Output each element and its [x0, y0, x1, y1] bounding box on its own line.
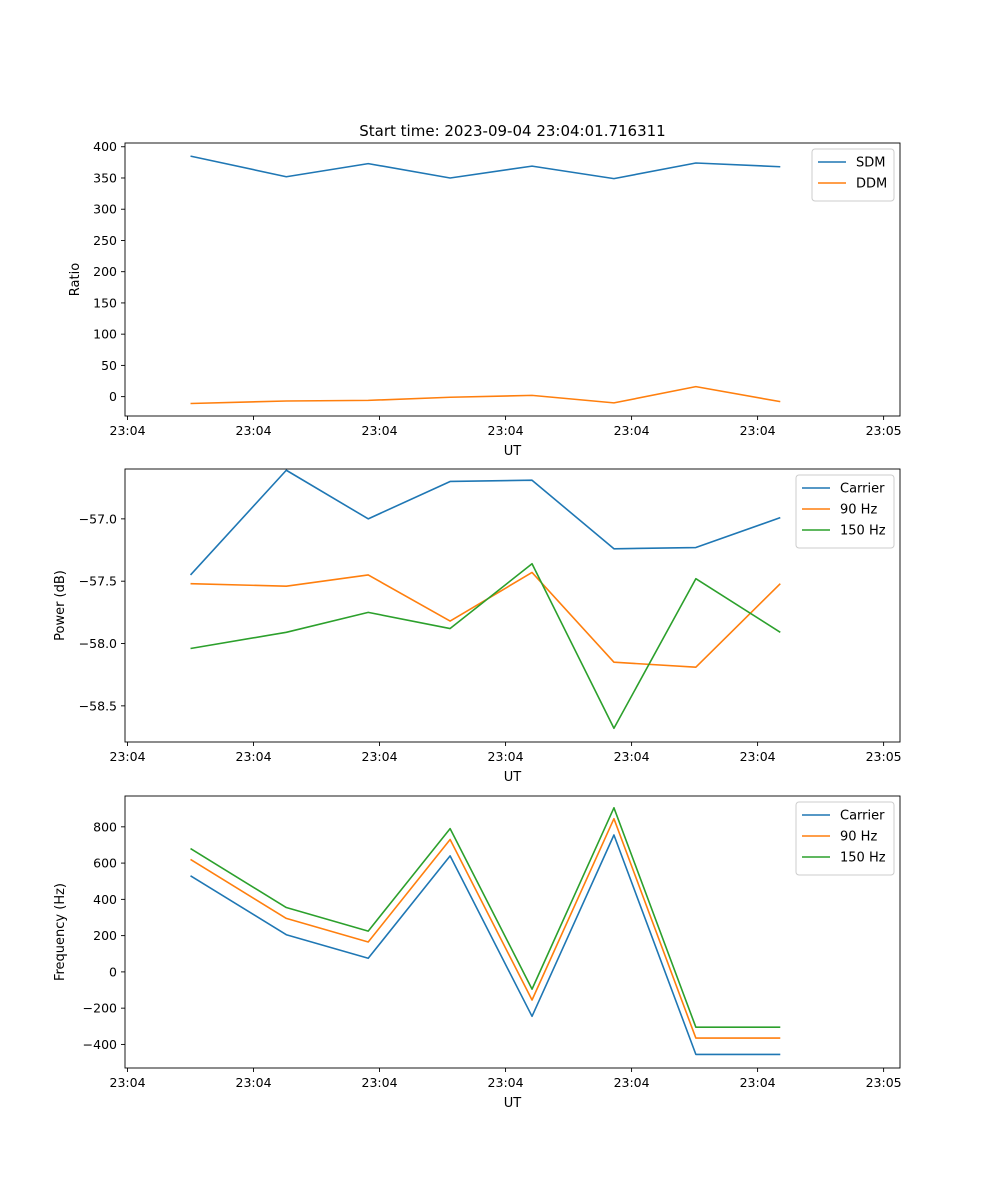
x-tick-label: 23:04 [110, 423, 146, 438]
x-tick-label: 23:04 [362, 749, 398, 764]
legend-label: 150 Hz [840, 851, 886, 866]
legend-label: SDM [856, 156, 885, 171]
legend-label: Carrier [840, 809, 885, 824]
x-tick-label: 23:04 [614, 749, 650, 764]
legend-label: 90 Hz [840, 503, 877, 518]
x-tick-label: 23:04 [236, 1075, 272, 1090]
x-tick-label: 23:04 [488, 749, 524, 764]
y-tick-label: −58.5 [79, 698, 117, 713]
y-tick-label: 150 [93, 295, 117, 310]
legend-label: 90 Hz [840, 830, 877, 845]
x-tick-label: 23:04 [110, 749, 146, 764]
y-tick-label: 600 [93, 856, 117, 871]
series-line-sdm [190, 155, 781, 180]
legend: Carrier 90 Hz 150 Hz [795, 474, 895, 549]
legend-label: 150 Hz [840, 524, 886, 539]
axes-frame [124, 468, 901, 743]
x-tick-label: 23:04 [488, 1075, 524, 1090]
legend-label: DDM [856, 177, 887, 192]
y-tick-label: −400 [83, 1037, 117, 1052]
chart-panel-1: 23:04 23:04 23:04 23:04 23:04 23:04 23:05 0 50 10… [68, 139, 902, 459]
series-line-carrier [189, 469, 781, 576]
y-tick-label: 200 [93, 928, 117, 943]
series-line-90-hz [190, 817, 781, 1039]
x-tick-label: 23:04 [236, 423, 272, 438]
y-tick-label: 800 [93, 819, 117, 834]
x-tick-label: 23:05 [866, 423, 902, 438]
y-tick-label: 400 [93, 892, 117, 907]
series-line-ddm [190, 385, 781, 405]
y-tick-label: −57.0 [79, 511, 117, 526]
x-axis-label: UT [504, 1096, 522, 1111]
y-tick-label: −57.5 [79, 574, 117, 589]
x-tick-label: 23:04 [740, 749, 776, 764]
y-axis-label: Power (dB) [53, 570, 68, 641]
y-tick-label: 100 [93, 327, 117, 342]
y-axis-label: Frequency (Hz) [53, 883, 68, 981]
x-tick-label: 23:04 [740, 423, 776, 438]
y-tick-label: 350 [93, 170, 117, 185]
series-line-150-hz [190, 562, 781, 730]
y-tick-label: 0 [109, 389, 117, 404]
legend: SDM DDM [811, 148, 895, 202]
x-tick-label: 23:05 [866, 749, 902, 764]
x-tick-label: 23:04 [110, 1075, 146, 1090]
axes-frame [124, 795, 901, 1069]
chart-panel-2: 23:04 23:04 23:04 23:04 23:04 23:04 23:05 −58.5… [53, 468, 902, 785]
series-line-150-hz [190, 806, 781, 1028]
y-tick-label: 250 [93, 233, 117, 248]
y-tick-label: 400 [93, 139, 117, 154]
x-tick-label: 23:04 [614, 423, 650, 438]
axes-frame [124, 142, 901, 417]
panels: 23:04 23:04 23:04 23:04 23:04 23:04 23:05 0 50 10… [53, 139, 902, 1111]
x-axis-label: UT [504, 770, 522, 785]
y-tick-label: −58.0 [79, 636, 117, 651]
series-line-carrier [190, 834, 781, 1056]
x-tick-label: 23:04 [614, 1075, 650, 1090]
x-tick-label: 23:04 [236, 749, 272, 764]
chart-panel-3: 23:04 23:04 23:04 23:04 23:04 23:04 23:05 −400 −… [53, 795, 902, 1111]
y-tick-label: 50 [101, 358, 117, 373]
figure-title: Start time: 2023-09-04 23:04:01.716311 [359, 122, 665, 140]
x-tick-label: 23:04 [740, 1075, 776, 1090]
x-tick-label: 23:04 [362, 423, 398, 438]
x-tick-label: 23:04 [362, 1075, 398, 1090]
y-tick-label: −200 [83, 1001, 117, 1016]
legend: Carrier 90 Hz 150 Hz [795, 801, 895, 876]
y-tick-label: 200 [93, 264, 117, 279]
legend-label: Carrier [840, 482, 885, 497]
y-tick-label: 300 [93, 202, 117, 217]
x-axis-label: UT [504, 444, 522, 459]
y-axis-label: Ratio [68, 263, 83, 296]
x-tick-label: 23:05 [866, 1075, 902, 1090]
y-tick-label: 0 [109, 964, 117, 979]
x-tick-label: 23:04 [488, 423, 524, 438]
